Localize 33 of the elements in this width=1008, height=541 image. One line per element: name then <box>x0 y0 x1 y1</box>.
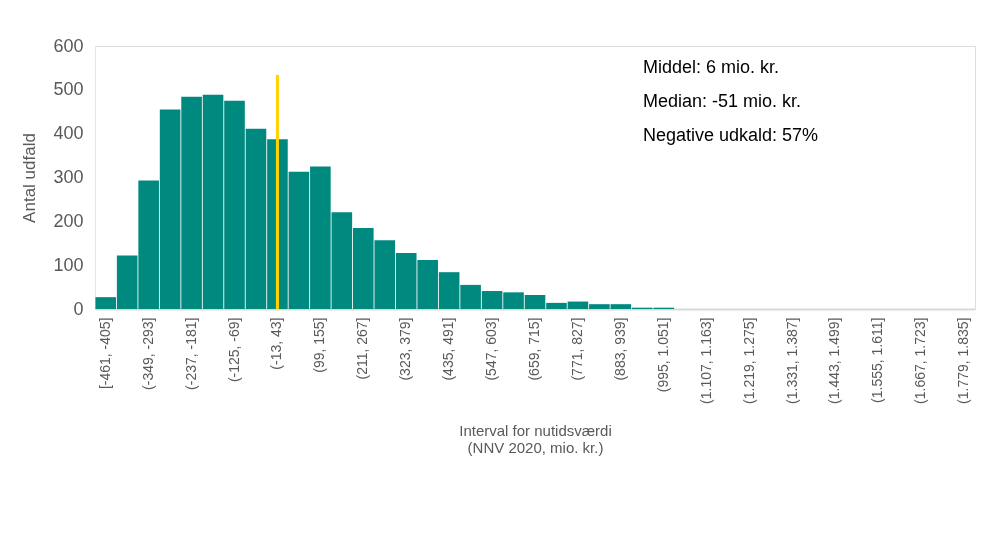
x-tick-label: (771, 827] <box>568 317 585 381</box>
y-tick-label: 500 <box>53 79 84 100</box>
x-tick-label: (1.331, 1.387] <box>783 317 800 404</box>
y-tick-label: 200 <box>53 210 84 231</box>
x-tick-label: (1.443, 1.499] <box>826 317 843 404</box>
y-tick-label: 600 <box>53 35 84 56</box>
x-tick-label: (211, 267] <box>354 317 371 380</box>
y-tick-label: 100 <box>53 254 84 275</box>
x-tick-label: (-13, 43] <box>268 317 285 370</box>
x-tick-label: [-461, -405] <box>96 317 113 390</box>
y-tick-label: 300 <box>53 167 84 187</box>
x-tick-label: (883, 939] <box>611 317 628 381</box>
x-tick-label: (1.107, 1.163] <box>697 317 714 404</box>
y-axis-title: Antal udfald <box>20 133 40 223</box>
y-tick-label: 0 <box>73 298 84 319</box>
x-tick-label: (-125, -69] <box>225 317 242 383</box>
x-tick-label: (547, 603] <box>483 317 500 381</box>
x-tick-label: (-237, -181] <box>182 317 199 390</box>
x-tick-label: (1.555, 1.611] <box>869 317 886 403</box>
x-tick-label: (99, 155] <box>311 317 328 373</box>
annotation: Negative udkald: 57% <box>643 125 819 145</box>
y-tick-label: 400 <box>53 123 84 144</box>
x-tick-label: (1.219, 1.275] <box>740 317 757 404</box>
x-tick-label: (659, 715] <box>526 317 542 381</box>
x-tick-label: (323, 379] <box>397 317 414 381</box>
x-axis-title: Interval for nutidsværdi (NNV 2020, mio. kr.) <box>459 421 612 456</box>
x-tick-label: (-349, -293] <box>139 317 156 390</box>
x-tick-label: (1.779, 1.835] <box>955 317 972 404</box>
annotation: Middel: 6 mio. kr. <box>643 57 780 77</box>
x-tick-label: (995, 1.051] <box>654 317 671 393</box>
x-tick-label: (435, 491] <box>440 317 457 381</box>
annotation: Median: -51 mio. kr. <box>643 91 802 111</box>
x-tick-label: (1.667, 1.723] <box>912 317 929 404</box>
